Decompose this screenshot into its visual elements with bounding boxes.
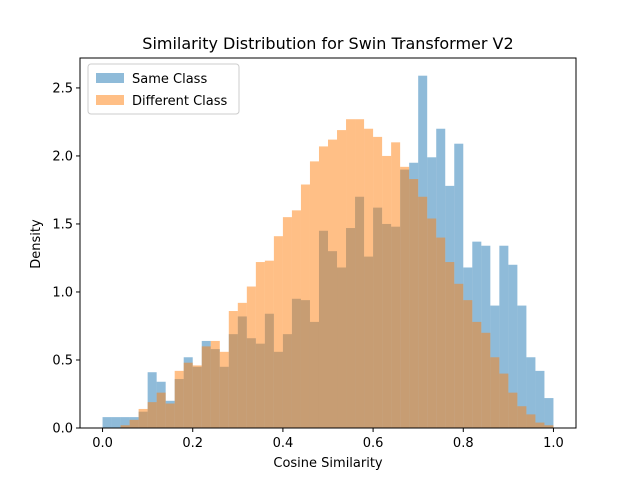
bar (219, 351, 229, 428)
legend: Same Class Different Class (87, 63, 240, 115)
bar (337, 130, 347, 428)
bar (391, 142, 401, 428)
bar (418, 196, 428, 428)
y-tick-label: 1.5 (52, 217, 73, 232)
bar (210, 340, 220, 428)
bar (282, 217, 292, 428)
x-tick-label: 1.0 (543, 436, 564, 451)
x-axis-label: Cosine Similarity (273, 456, 383, 471)
x-tick-label: 0.6 (363, 436, 384, 451)
bar (165, 403, 175, 428)
bar (499, 245, 509, 428)
bar (237, 302, 247, 428)
bar (129, 419, 139, 428)
histogram-bars (102, 75, 554, 429)
bar (436, 237, 446, 428)
chart-title: Similarity Distribution for Swin Transfo… (142, 34, 513, 53)
legend-label: Same Class (132, 72, 207, 87)
y-tick-label: 0.5 (52, 353, 73, 368)
bar (147, 402, 157, 428)
legend-swatch (96, 73, 124, 83)
x-tick-label: 0.8 (453, 436, 474, 451)
bar (373, 136, 383, 428)
bar (445, 262, 455, 428)
bar (508, 392, 518, 428)
bar (427, 218, 437, 428)
bar (264, 260, 274, 428)
bar (499, 373, 509, 428)
series-1-bars (120, 119, 554, 429)
ticks: 0.0 0.2 0.4 0.6 0.8 1.0 0.0 0.5 1.0 1.5 2.0 2.5 (52, 81, 563, 451)
bar (183, 362, 193, 428)
bar (120, 417, 130, 428)
y-tick-label: 2.5 (52, 81, 73, 96)
x-tick-label: 0.0 (92, 436, 113, 451)
bar (318, 146, 328, 428)
bar (526, 357, 536, 428)
bar (517, 305, 527, 428)
x-tick-label: 0.4 (273, 436, 294, 451)
bar (400, 166, 410, 428)
bar (120, 425, 130, 428)
bar (382, 155, 392, 429)
bar (309, 161, 319, 428)
bar (526, 414, 536, 428)
bar (255, 262, 265, 428)
x-tick-label: 0.2 (182, 436, 203, 451)
plot-frame (79, 57, 577, 429)
bar (517, 406, 527, 428)
bar (544, 398, 554, 428)
bar (346, 119, 356, 429)
bar (201, 346, 211, 428)
bar (174, 370, 184, 428)
y-tick-label: 2.0 (52, 149, 73, 164)
bar (490, 357, 500, 428)
bar (364, 128, 374, 428)
bar (328, 139, 338, 428)
legend-box (87, 63, 240, 115)
bar (454, 283, 464, 428)
legend-label: Different Class (132, 94, 228, 109)
bar (508, 264, 518, 428)
bar (472, 321, 482, 428)
bar (481, 332, 491, 428)
bar (156, 392, 166, 428)
y-axis-label: Density (29, 219, 44, 269)
bar (544, 425, 554, 428)
axes (79, 57, 577, 429)
bar (273, 236, 283, 428)
bar (463, 300, 473, 428)
bar (300, 184, 310, 428)
bar (246, 286, 256, 428)
bar (228, 311, 238, 428)
legend-swatch (96, 95, 124, 105)
bar (535, 370, 545, 428)
y-tick-label: 1.0 (52, 285, 73, 300)
bar (409, 179, 419, 428)
bar (355, 119, 365, 429)
bar (138, 408, 148, 428)
bar (111, 417, 121, 428)
bar (192, 365, 202, 428)
bar (147, 372, 157, 428)
bar (291, 210, 301, 428)
bar (102, 417, 112, 428)
y-tick-label: 0.0 (52, 422, 73, 437)
bar (535, 422, 545, 428)
